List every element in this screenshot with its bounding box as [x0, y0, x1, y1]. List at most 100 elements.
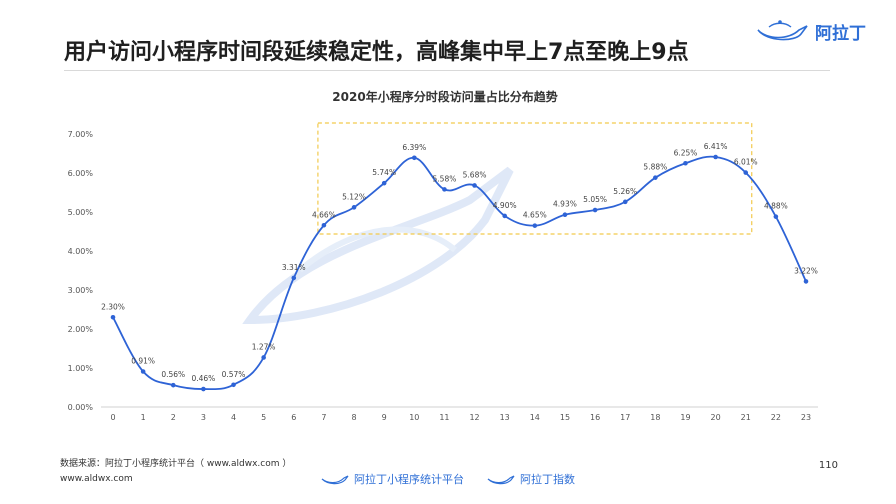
- data-label: 0.56%: [161, 370, 185, 379]
- data-point: [261, 355, 266, 360]
- lamp-icon: [321, 475, 349, 485]
- page-title: 用户访问小程序时间段延续稳定性，高峰集中早上7点至晚上9点: [64, 40, 689, 65]
- data-label: 5.26%: [613, 187, 637, 196]
- data-labels: 2.30% 0.91% 0.56% 0.46% 0.57% 1.27% 3.31% 4.66%…: [101, 142, 818, 383]
- title-divider: [64, 70, 830, 71]
- x-tick-label: 13: [500, 413, 510, 422]
- x-tick-label: 1: [141, 413, 146, 422]
- x-tick-label: 19: [680, 413, 690, 422]
- y-tick-label: 1.00%: [68, 364, 94, 373]
- footer-links: 阿拉丁小程序统计平台 阿拉丁指数: [320, 471, 575, 487]
- data-point: [381, 180, 387, 186]
- data-point: [653, 175, 658, 180]
- x-tick-label: 10: [409, 413, 419, 422]
- data-points: [110, 154, 809, 392]
- y-tick-label: 4.00%: [68, 247, 94, 256]
- y-tick-label: 3.00%: [68, 286, 94, 295]
- data-point: [140, 369, 146, 374]
- data-point: [773, 214, 779, 219]
- data-point: [170, 382, 176, 388]
- data-point: [321, 222, 327, 228]
- footer-link-label: 阿拉丁小程序统计平台: [354, 473, 464, 486]
- data-point: [743, 170, 749, 175]
- page-number: 110: [818, 460, 838, 471]
- y-tick-label: 7.00%: [68, 130, 94, 139]
- y-axis: 0.00% 1.00% 2.00% 3.00% 4.00% 5.00% 6.00% 7.00%: [68, 130, 94, 412]
- data-label: 4.93%: [553, 200, 577, 209]
- x-tick-label: 5: [261, 413, 266, 422]
- data-label: 5.58%: [433, 174, 457, 183]
- brand-name: 阿拉丁: [815, 23, 866, 44]
- data-label: 6.01%: [734, 158, 758, 167]
- data-point: [532, 223, 538, 228]
- x-tick-label: 9: [382, 413, 387, 422]
- data-point: [412, 155, 417, 161]
- data-label: 4.65%: [523, 211, 547, 220]
- data-label: 0.46%: [191, 374, 215, 383]
- x-tick-label: 2: [171, 413, 176, 422]
- x-tick-label: 23: [801, 413, 811, 422]
- x-tick-label: 4: [231, 413, 236, 422]
- chart-title: 2020年小程序分时段访问量占比分布趋势: [332, 89, 557, 104]
- data-point: [502, 213, 507, 219]
- data-point: [291, 275, 297, 281]
- data-label: 5.68%: [463, 170, 487, 179]
- x-tick-label: 14: [530, 413, 540, 422]
- footer-link-stats-platform[interactable]: 阿拉丁小程序统计平台: [320, 471, 464, 487]
- y-tick-label: 0.00%: [68, 403, 94, 412]
- x-tick-label: 15: [560, 413, 570, 422]
- data-point: [231, 382, 236, 388]
- x-tick-label: 18: [650, 413, 660, 422]
- lamp-icon: [487, 475, 515, 485]
- data-label: 0.91%: [131, 357, 155, 366]
- x-tick-label: 7: [321, 413, 326, 422]
- footer-link-index[interactable]: 阿拉丁指数: [486, 471, 575, 487]
- x-tick-label: 22: [771, 413, 781, 422]
- data-label: 4.88%: [764, 202, 788, 211]
- x-tick-label: 0: [110, 413, 115, 422]
- data-label: 4.90%: [493, 201, 517, 210]
- data-label: 6.25%: [674, 148, 698, 157]
- y-tick-label: 6.00%: [68, 169, 94, 178]
- data-point: [562, 212, 568, 218]
- x-tick-label: 12: [469, 413, 479, 422]
- x-tick-label: 17: [620, 413, 630, 422]
- data-label: 3.31%: [282, 263, 306, 272]
- series-line: [112, 155, 807, 391]
- data-label: 5.05%: [583, 195, 607, 204]
- x-tick-label: 16: [590, 413, 600, 422]
- data-source-note: 数据来源：阿拉丁小程序统计平台（ www.aldwx.com ）: [60, 459, 292, 469]
- data-label: 5.74%: [372, 168, 396, 177]
- x-tick-label: 3: [201, 413, 206, 422]
- brand-logo: 阿拉丁: [755, 18, 866, 44]
- data-label: 6.41%: [704, 142, 728, 151]
- data-point: [592, 207, 598, 213]
- data-point: [442, 187, 447, 192]
- data-label: 6.39%: [402, 143, 426, 152]
- data-label: 1.27%: [252, 342, 276, 351]
- data-label: 3.22%: [794, 266, 818, 275]
- data-label: 5.88%: [643, 163, 667, 172]
- y-tick-label: 2.00%: [68, 325, 94, 334]
- x-tick-label: 21: [741, 413, 751, 422]
- data-point: [472, 183, 477, 188]
- x-tick-label: 20: [711, 413, 721, 422]
- footer-url[interactable]: www.aldwx.com: [60, 474, 133, 484]
- y-tick-label: 5.00%: [68, 208, 94, 217]
- data-label: 4.66%: [312, 210, 336, 219]
- x-tick-label: 8: [351, 413, 356, 422]
- data-point: [683, 160, 688, 166]
- lamp-icon: [757, 20, 808, 41]
- data-point: [351, 205, 357, 210]
- data-label: 5.12%: [342, 192, 366, 201]
- x-tick-label: 11: [439, 413, 449, 422]
- data-point: [713, 154, 718, 160]
- x-tick-label: 6: [291, 413, 296, 422]
- data-label: 2.30%: [101, 302, 125, 311]
- data-point: [803, 279, 809, 284]
- data-point: [201, 386, 206, 392]
- footer-link-label: 阿拉丁指数: [520, 473, 575, 486]
- data-point: [110, 315, 116, 320]
- data-point: [622, 199, 628, 205]
